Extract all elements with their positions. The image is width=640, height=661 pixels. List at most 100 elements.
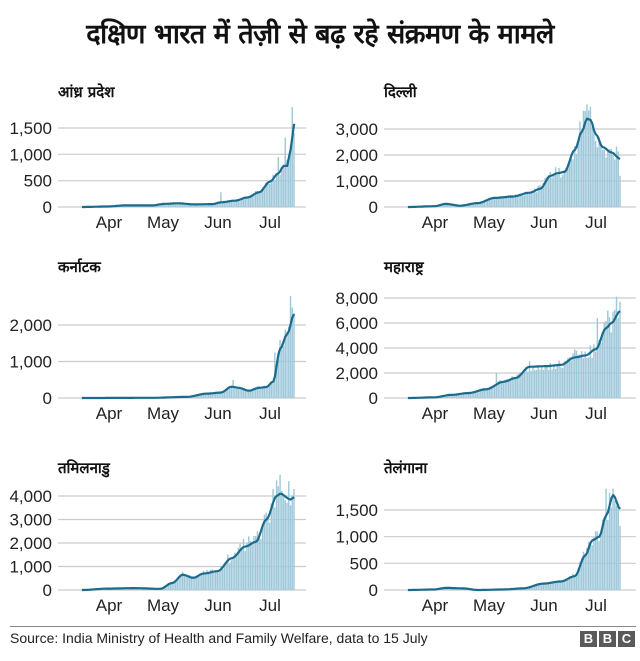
daily-bar <box>556 365 559 398</box>
daily-bar <box>601 331 604 398</box>
daily-bar <box>288 481 290 590</box>
daily-bar <box>277 486 280 590</box>
daily-bar <box>201 393 203 398</box>
daily-bar <box>282 496 285 590</box>
rolling-average-line <box>407 117 621 209</box>
daily-bar <box>225 562 227 590</box>
daily-bar <box>248 536 250 590</box>
daily-bar <box>492 197 494 207</box>
daily-bar <box>574 575 576 590</box>
daily-bar <box>185 575 187 590</box>
daily-bar <box>502 382 505 398</box>
daily-bar <box>568 162 571 207</box>
daily-bar <box>596 147 599 207</box>
daily-bar <box>584 110 586 207</box>
daily-bar <box>561 368 564 398</box>
daily-bar <box>608 149 611 207</box>
daily-bar <box>551 177 553 207</box>
daily-bar <box>225 201 227 207</box>
daily-bar <box>171 582 173 590</box>
chart-panel-delhi: दिल्ली 0 1,000 2,000 3,000 Apr May Jun Jul <box>320 82 640 272</box>
daily-bar <box>506 196 508 207</box>
daily-bar <box>291 106 293 207</box>
daily-bar <box>499 196 501 207</box>
daily-bar <box>199 575 201 590</box>
daily-bar <box>488 197 491 207</box>
daily-bar <box>523 195 526 207</box>
daily-bar <box>565 360 567 398</box>
daily-bar <box>553 582 555 590</box>
daily-bar <box>192 576 194 590</box>
daily-bar <box>534 370 536 398</box>
daily-bar <box>530 192 532 207</box>
daily-bar <box>206 569 208 590</box>
daily-bar <box>213 392 215 398</box>
logo-letter: C <box>618 631 635 647</box>
daily-bar <box>277 156 280 207</box>
daily-bar <box>221 569 224 590</box>
daily-bar <box>502 195 505 207</box>
daily-bar <box>540 583 543 590</box>
daily-bar <box>605 321 607 398</box>
daily-bar <box>282 346 285 398</box>
daily-bar <box>551 583 553 590</box>
daily-bar <box>487 389 489 398</box>
daily-bar <box>258 386 260 398</box>
daily-bar <box>209 392 212 398</box>
daily-bar <box>516 374 519 398</box>
daily-bar <box>527 193 529 207</box>
daily-bar <box>615 505 618 590</box>
daily-bar <box>293 488 295 590</box>
daily-bar <box>539 185 541 207</box>
daily-bar <box>268 522 271 590</box>
daily-bar <box>481 201 484 207</box>
daily-bar <box>619 301 621 398</box>
daily-bar <box>478 202 480 207</box>
daily-bar <box>579 354 581 398</box>
x-tick-label: May <box>473 596 506 615</box>
daily-bar <box>582 358 585 398</box>
y-tick-label: 1,000 <box>9 353 52 372</box>
chart-panel-andhra-pradesh: आंध्र प्रदेश 0 500 1,000 1,500 Apr May Jun Jul <box>0 82 320 272</box>
daily-bar <box>549 581 552 590</box>
daily-bar <box>452 204 454 207</box>
daily-bar <box>544 177 546 207</box>
daily-bar <box>575 350 578 398</box>
daily-bar <box>598 339 600 398</box>
daily-bar <box>593 537 595 590</box>
daily-bar <box>256 531 259 590</box>
x-tick-label: May <box>473 404 506 423</box>
daily-bar <box>253 535 255 590</box>
daily-bar <box>614 159 616 207</box>
daily-bar <box>507 195 510 207</box>
daily-bar <box>605 488 607 590</box>
y-tick-label: 1,000 <box>335 528 378 547</box>
daily-bar <box>244 389 246 398</box>
y-tick-label: 3,000 <box>335 120 378 139</box>
daily-bar <box>459 393 461 398</box>
daily-bar <box>275 174 278 207</box>
daily-bar <box>582 110 585 207</box>
daily-bar <box>587 541 590 590</box>
daily-bar <box>504 196 506 207</box>
daily-bar <box>568 357 571 398</box>
x-tick-label: Jun <box>204 404 231 423</box>
daily-bar <box>289 505 292 590</box>
daily-bar <box>601 150 604 207</box>
daily-bar <box>251 543 253 590</box>
daily-bar <box>211 569 213 590</box>
daily-bar <box>600 342 602 398</box>
daily-bar <box>270 181 273 207</box>
daily-bar <box>181 571 184 590</box>
daily-bar <box>254 535 257 590</box>
daily-bar <box>239 388 241 398</box>
y-tick-label: 0 <box>369 389 378 408</box>
daily-bar <box>530 587 532 590</box>
daily-bar <box>445 395 447 398</box>
daily-bar <box>214 570 217 590</box>
daily-bar <box>448 203 451 207</box>
daily-bar <box>208 572 210 590</box>
daily-bar <box>528 192 531 207</box>
rolling-average-line <box>81 123 296 209</box>
y-tick-label: 1,000 <box>9 558 52 577</box>
